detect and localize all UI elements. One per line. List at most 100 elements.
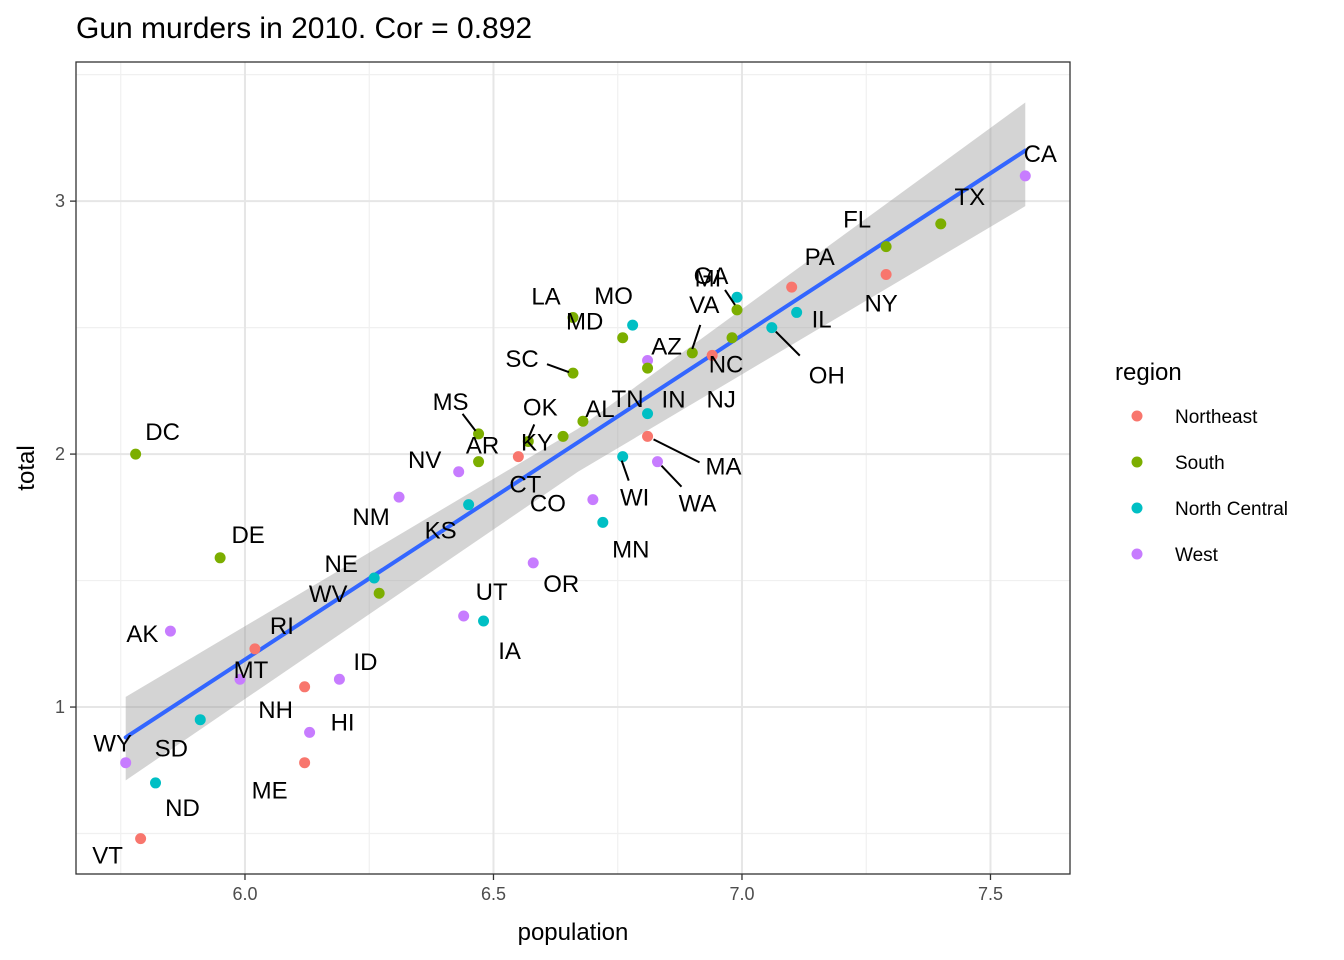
point-label-wv: WV bbox=[309, 581, 348, 608]
confidence-band bbox=[125, 102, 1026, 781]
point-mt bbox=[234, 673, 246, 685]
point-label-mt: MT bbox=[234, 657, 269, 684]
point-la bbox=[567, 311, 579, 323]
point-wi bbox=[617, 451, 629, 463]
point-mo bbox=[627, 319, 639, 331]
point-label-fl: FL bbox=[843, 207, 871, 234]
point-label-id: ID bbox=[353, 649, 377, 676]
point-label-nc: NC bbox=[709, 352, 744, 379]
point-label-co: CO bbox=[530, 491, 566, 518]
x-tick-label: 7.0 bbox=[729, 884, 754, 904]
point-label-il: IL bbox=[812, 306, 832, 333]
plot-border bbox=[75, 61, 1071, 875]
point-fl bbox=[880, 241, 892, 253]
point-label-mo: MO bbox=[594, 283, 633, 310]
point-mi bbox=[731, 291, 743, 303]
point-de bbox=[214, 552, 226, 564]
point-ak bbox=[164, 625, 176, 637]
legend-title: region bbox=[1115, 359, 1182, 386]
label-leader-ma bbox=[653, 438, 700, 464]
point-oh bbox=[766, 322, 778, 334]
label-leader-oh bbox=[775, 330, 801, 357]
point-ri bbox=[249, 643, 261, 655]
point-va bbox=[686, 347, 698, 359]
point-label-tn: TN bbox=[612, 386, 644, 413]
point-label-ky: KY bbox=[521, 429, 553, 456]
point-nh bbox=[299, 681, 311, 693]
x-axis-ticks: 6.0 6.5 7.0 7.5 bbox=[232, 874, 1003, 904]
point-label-sc: SC bbox=[505, 346, 538, 373]
point-nv bbox=[453, 466, 465, 478]
point-label-ny: NY bbox=[864, 290, 897, 317]
point-label-md: MD bbox=[566, 309, 603, 336]
legend: region Northeast South North Central West bbox=[1115, 359, 1288, 566]
point-ms bbox=[473, 428, 485, 440]
point-label-hi: HI bbox=[331, 709, 355, 736]
point-label-mi: MI bbox=[695, 265, 722, 292]
plot-panel bbox=[76, 62, 1070, 874]
point-id bbox=[333, 673, 345, 685]
point-me bbox=[299, 757, 311, 769]
point-tn bbox=[642, 362, 654, 374]
point-label-ms: MS bbox=[433, 389, 469, 416]
point-label-nm: NM bbox=[352, 504, 389, 531]
point-nc bbox=[726, 332, 738, 344]
point-label-in: IN bbox=[662, 387, 686, 414]
label-leader-sc bbox=[546, 363, 570, 374]
point-label-pa: PA bbox=[805, 244, 835, 271]
legend-key-west bbox=[1131, 548, 1143, 560]
point-label-ca: CA bbox=[1024, 141, 1057, 168]
point-ne bbox=[368, 572, 380, 584]
label-leader-va bbox=[691, 324, 702, 350]
point-nd bbox=[150, 777, 162, 789]
point-label-az: AZ bbox=[651, 333, 682, 360]
point-co bbox=[587, 494, 599, 506]
legend-label-west: West bbox=[1175, 545, 1219, 566]
point-label-ga: GA bbox=[694, 263, 729, 290]
legend-label-south: South bbox=[1175, 453, 1225, 474]
point-dc bbox=[130, 448, 142, 460]
label-leader-ms bbox=[461, 413, 477, 432]
x-tick-label: 6.0 bbox=[232, 884, 257, 904]
point-label-oh: OH bbox=[809, 363, 845, 390]
point-label-nh: NH bbox=[258, 697, 293, 724]
point-ks bbox=[463, 499, 475, 511]
point-label-de: DE bbox=[231, 522, 264, 549]
point-label-vt: VT bbox=[92, 843, 123, 870]
point-sd bbox=[194, 714, 206, 726]
legend-key-northeast bbox=[1131, 410, 1143, 422]
point-pa bbox=[786, 281, 798, 293]
y-tick-label: 1 bbox=[55, 697, 65, 717]
point-ia bbox=[478, 615, 490, 627]
confidence-band-layer bbox=[125, 102, 1026, 781]
label-leader-wa bbox=[660, 464, 683, 488]
point-sc bbox=[567, 367, 579, 379]
label-leaders-layer bbox=[461, 289, 801, 488]
point-ut bbox=[458, 610, 470, 622]
point-label-ar: AR bbox=[466, 433, 499, 460]
points-layer bbox=[120, 170, 1031, 845]
point-label-mn: MN bbox=[612, 536, 649, 563]
legend-label-northeast: Northeast bbox=[1175, 407, 1258, 428]
point-label-ks: KS bbox=[425, 518, 457, 545]
point-label-nv: NV bbox=[408, 447, 441, 474]
point-il bbox=[791, 306, 803, 318]
regression-line-layer bbox=[123, 148, 1028, 740]
point-label-ok: OK bbox=[523, 394, 558, 421]
point-ok bbox=[522, 435, 534, 447]
legend-label-north-central: North Central bbox=[1175, 499, 1288, 520]
point-label-ct: CT bbox=[509, 472, 541, 499]
point-label-wi: WI bbox=[620, 485, 649, 512]
point-nm bbox=[393, 491, 405, 503]
point-al bbox=[577, 415, 589, 427]
y-axis-ticks: 1 2 3 bbox=[55, 191, 76, 717]
y-tick-label: 3 bbox=[55, 191, 65, 211]
point-ky bbox=[557, 430, 569, 442]
label-leader-ok bbox=[527, 424, 536, 439]
point-ct bbox=[512, 451, 524, 463]
point-label-ne: NE bbox=[325, 551, 358, 578]
grid-lines bbox=[76, 62, 1070, 874]
point-ar bbox=[473, 456, 485, 468]
regression-line bbox=[123, 148, 1028, 740]
point-in bbox=[642, 408, 654, 420]
